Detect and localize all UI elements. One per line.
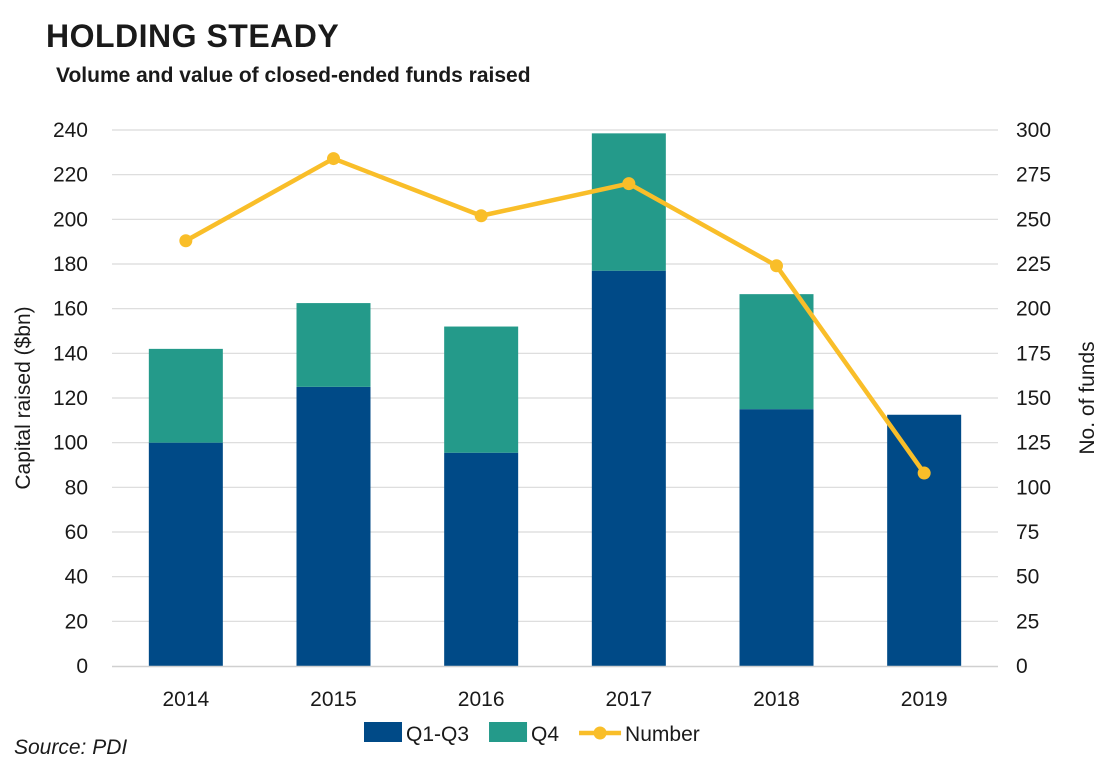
bar-q1-q3-2018	[739, 409, 814, 666]
y-tick-label: 200	[53, 208, 88, 231]
y-tick-label: 20	[65, 610, 88, 633]
line-number	[184, 156, 926, 475]
x-tick-label: 2016	[458, 688, 505, 711]
bar-q1-q3-2014	[148, 442, 223, 666]
point-number-2018	[770, 259, 783, 273]
left-axis-title: Capital raised ($bn)	[12, 306, 35, 489]
bar-q4-2016	[444, 326, 519, 453]
number-line-series	[179, 152, 931, 480]
x-tick-label: 2018	[753, 688, 800, 711]
point-number-2016	[474, 209, 488, 223]
bar-q4-2014	[148, 348, 223, 443]
y2-tick-label: 200	[1016, 298, 1051, 321]
y-tick-label: 180	[53, 253, 88, 276]
bar-q4-2017	[591, 133, 666, 271]
bar-q1-q3-2016	[444, 452, 519, 666]
chart-title: HOLDING STEADY	[46, 18, 340, 54]
point-number-2017	[622, 177, 636, 191]
y2-tick-label: 100	[1016, 476, 1051, 499]
y2-tick-label: 225	[1016, 253, 1051, 276]
y-tick-label: 140	[53, 342, 88, 365]
left-axis-ticks: 0 20 40 60 80 100 120 140 160 180 200 220 240	[53, 119, 88, 678]
x-tick-label: 2019	[901, 688, 948, 711]
y-tick-label: 80	[65, 476, 88, 499]
y-tick-label: 220	[53, 164, 88, 187]
y-tick-label: 60	[65, 521, 88, 544]
x-tick-label: 2015	[310, 688, 357, 711]
bar-q1-q3-2015	[296, 386, 371, 666]
legend-label-q4: Q4	[531, 723, 559, 746]
point-number-2015	[327, 152, 340, 166]
legend-label-q1-q3: Q1-Q3	[406, 723, 469, 746]
right-axis-title: No. of funds	[1076, 341, 1099, 454]
y-tick-label: 0	[76, 655, 88, 678]
y-tick-label: 120	[53, 387, 88, 410]
y2-tick-label: 125	[1016, 432, 1051, 455]
x-axis-ticks: 2014 2015 2016 2017 2018 2019	[162, 688, 947, 711]
point-number-2014	[179, 234, 193, 248]
bar-q4-2018	[739, 294, 814, 410]
x-tick-label: 2014	[162, 688, 209, 711]
y2-tick-label: 50	[1016, 566, 1039, 589]
y-tick-label: 160	[53, 298, 88, 321]
y2-tick-label: 0	[1016, 655, 1028, 678]
source-note: Source: PDI	[14, 736, 128, 759]
x-tick-label: 2017	[605, 688, 652, 711]
point-number-2019	[917, 466, 931, 480]
chart-subtitle: Volume and value of closed-ended funds r…	[56, 64, 531, 87]
y2-tick-label: 250	[1016, 208, 1051, 231]
bar-q4-2015	[296, 303, 371, 387]
right-axis-ticks: 0 25 50 75 100 125 150 175 200 225 250 275 300	[1016, 119, 1051, 678]
legend-label-number: Number	[625, 723, 700, 746]
y2-tick-label: 75	[1016, 521, 1039, 544]
y2-tick-label: 150	[1016, 387, 1051, 410]
y2-tick-label: 275	[1016, 164, 1051, 187]
y-tick-label: 100	[53, 432, 88, 455]
bar-q1-q3-2017	[591, 270, 666, 666]
bars	[148, 133, 962, 666]
legend-swatch-q4	[489, 722, 528, 742]
legend-marker-number	[593, 726, 607, 740]
bar-q1-q3-2019	[887, 414, 962, 666]
gridlines	[112, 129, 998, 622]
y2-tick-label: 25	[1016, 610, 1039, 633]
legend: Q1-Q3 Q4 Number	[364, 722, 700, 746]
y-tick-label: 240	[53, 119, 88, 142]
y2-tick-label: 175	[1016, 342, 1051, 365]
y2-tick-label: 300	[1016, 119, 1051, 142]
y-tick-label: 40	[65, 566, 88, 589]
legend-swatch-q1-q3	[364, 722, 402, 742]
